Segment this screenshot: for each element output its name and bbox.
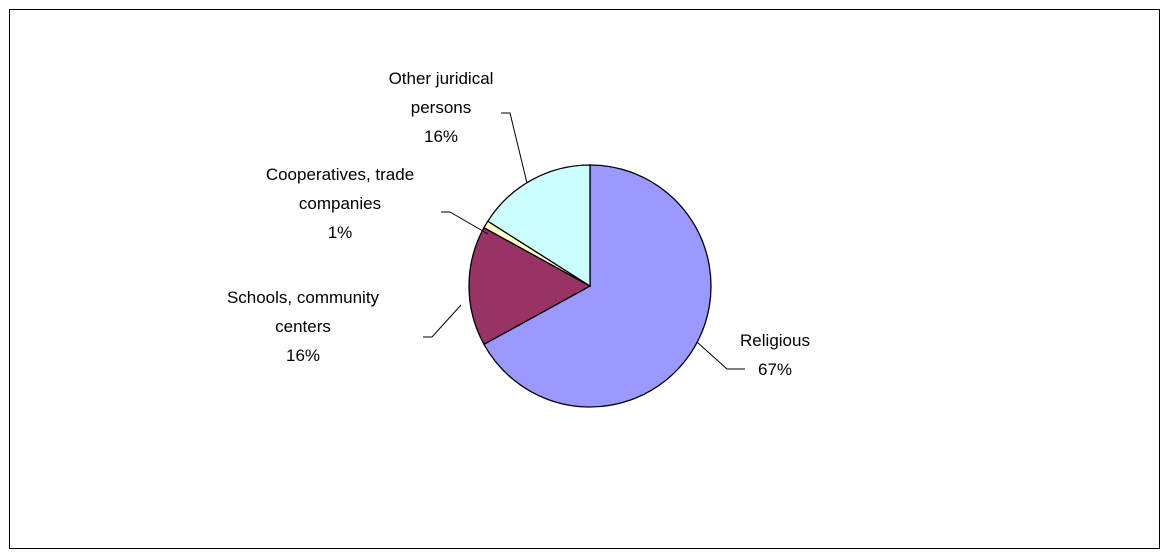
pie-chart: Religious 67% Schools, community centers 16%… <box>227 69 810 408</box>
slice-percent-label-0: 67% <box>758 360 792 379</box>
slice-category-label-1: centers <box>275 317 331 336</box>
slice-category-label-0: Religious <box>740 331 810 350</box>
slice-category-label-1: Schools, community <box>227 288 380 307</box>
slice-percent-label-3: 16% <box>424 127 458 146</box>
pie-slice-1 <box>468 226 592 346</box>
slice-category-label-3: persons <box>411 98 471 117</box>
pie-slice-0 <box>483 164 712 408</box>
pie-slice-3 <box>486 164 591 288</box>
slice-category-label-3: Other juridical <box>389 69 494 88</box>
slice-percent-label-1: 16% <box>286 346 320 365</box>
slice-category-label-2: Cooperatives, trade <box>266 165 414 184</box>
leader-line-2 <box>441 211 489 235</box>
slice-category-label-2: companies <box>299 194 381 213</box>
slice-percent-label-2: 1% <box>328 223 353 242</box>
leader-line-1 <box>423 304 462 338</box>
chart-frame: Religious 67% Schools, community centers 16%… <box>9 9 1160 549</box>
leader-line-3 <box>501 112 528 184</box>
leader-line-0 <box>696 341 745 370</box>
